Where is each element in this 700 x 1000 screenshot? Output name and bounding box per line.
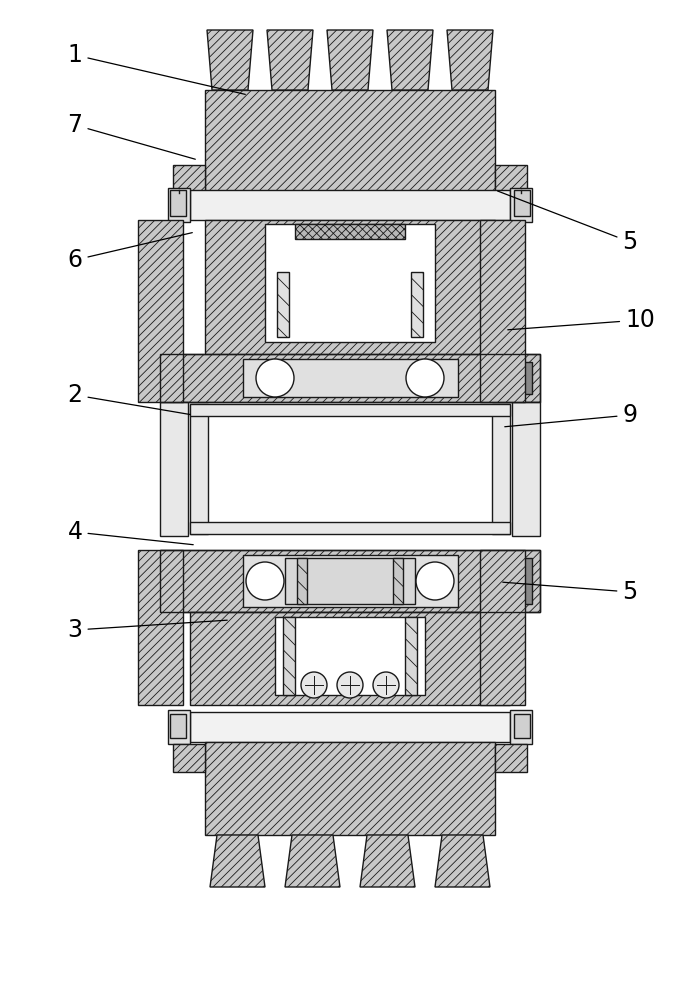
Bar [514,190,530,216]
Bar [518,558,532,604]
Bar [243,555,458,607]
Bar [411,272,423,337]
Bar [480,550,525,705]
Bar [170,714,186,738]
Polygon shape [285,835,340,887]
Bar [168,558,182,604]
Polygon shape [387,30,433,90]
Bar [510,710,532,744]
Polygon shape [207,30,253,90]
Bar [173,744,205,772]
Text: 1: 1 [68,43,245,94]
Circle shape [337,672,363,698]
Text: 9: 9 [505,403,638,427]
Circle shape [246,562,284,600]
Bar [205,220,495,365]
Bar [190,612,510,705]
Bar [170,190,186,216]
Circle shape [416,562,454,600]
Bar [168,710,190,744]
Circle shape [301,672,327,698]
Bar [190,712,510,742]
Bar [160,402,188,536]
Bar [138,550,183,705]
Bar [190,404,208,534]
Bar [190,522,510,534]
Bar [277,272,289,337]
Bar [297,558,307,604]
Bar [275,617,425,695]
Text: 4: 4 [67,520,193,545]
Bar [160,550,540,612]
Polygon shape [447,30,493,90]
Bar [514,714,530,738]
Bar [190,190,510,220]
Text: 2: 2 [67,383,190,415]
Text: 3: 3 [67,618,228,642]
Bar [495,744,527,772]
Bar [518,362,532,394]
Polygon shape [210,835,265,887]
Bar [173,165,205,193]
Bar [480,220,525,402]
Circle shape [256,359,294,397]
Bar [243,359,458,397]
Bar [168,188,190,222]
Bar [295,224,405,239]
Bar [393,558,403,604]
Text: 10: 10 [508,308,655,332]
Bar [190,404,510,416]
Bar [495,165,527,193]
Polygon shape [267,30,313,90]
Text: 6: 6 [67,233,192,272]
Circle shape [373,672,399,698]
Bar [168,362,182,394]
Bar [160,550,540,612]
Bar [492,404,510,534]
Text: 5: 5 [503,580,638,604]
Text: 7: 7 [67,113,195,159]
Bar [510,188,532,222]
Bar [285,558,415,604]
Polygon shape [435,835,490,887]
Polygon shape [360,835,415,887]
Bar [205,90,495,195]
Circle shape [406,359,444,397]
Bar [405,617,417,695]
Bar [205,742,495,835]
Polygon shape [327,30,373,90]
Bar [265,224,435,342]
Bar [283,617,295,695]
Bar [160,354,540,402]
Bar [160,354,540,402]
Bar [138,220,183,402]
Bar [512,402,540,536]
Text: 5: 5 [498,191,638,254]
